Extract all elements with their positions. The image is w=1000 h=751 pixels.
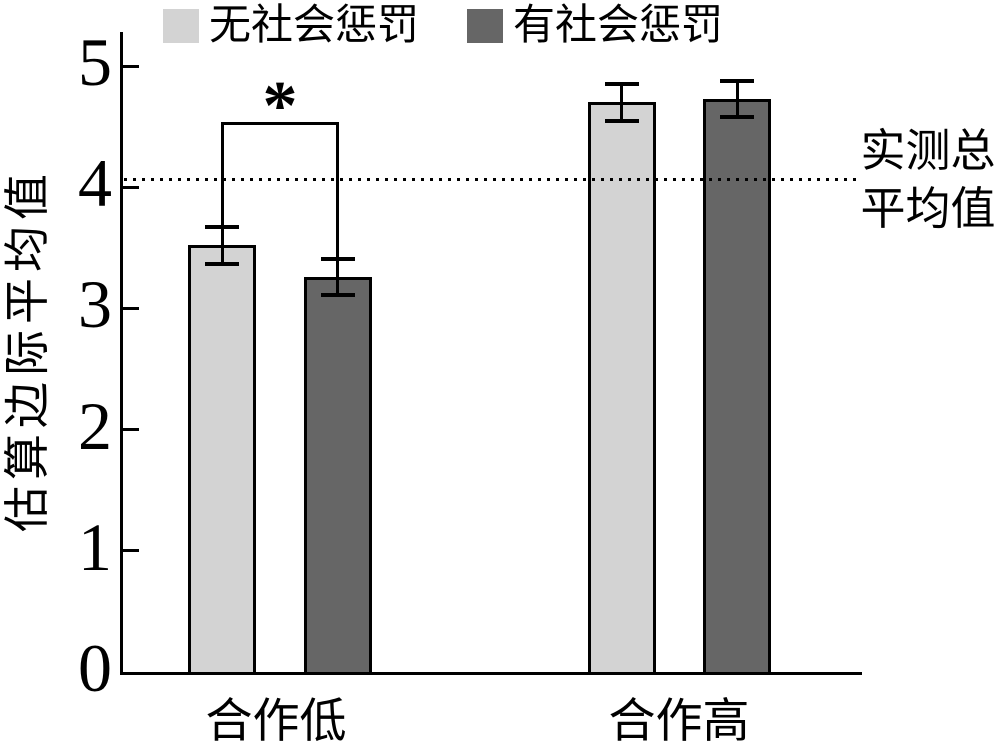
y-tick-label: 0 (78, 630, 112, 706)
legend-label-no-social-punishment: 无社会惩罚 (209, 3, 420, 49)
y-tick (123, 64, 139, 68)
x-category-label-cooperation-high: 合作高 (608, 696, 750, 748)
bar (188, 245, 257, 675)
y-axis-line (120, 32, 123, 675)
y-tick-label: 5 (78, 24, 112, 100)
bar (587, 102, 656, 675)
legend-swatch-dark-icon (467, 9, 503, 43)
legend-swatch-light-icon (163, 9, 199, 43)
bar (703, 98, 772, 675)
error-bar-cap (604, 118, 639, 123)
significance-bracket-left (220, 123, 224, 264)
error-bar-whisker (735, 80, 739, 117)
significance-bracket-right (336, 123, 340, 296)
y-tick (123, 549, 139, 553)
x-category-label-cooperation-low: 合作低 (205, 696, 347, 748)
reference-line-label-line1: 实测总 (860, 126, 996, 176)
legend-item-no-social-punishment: 无社会惩罚 (163, 0, 419, 52)
error-bar-whisker (620, 84, 624, 121)
y-tick-label: 2 (78, 387, 112, 464)
error-bar-cap (320, 293, 355, 298)
significance-bracket-top (220, 121, 340, 125)
y-tick-label: 4 (78, 145, 112, 222)
reference-dotted-line (124, 178, 857, 182)
reference-line-label-line2: 平均值 (860, 184, 996, 234)
error-bar-cap (720, 114, 755, 119)
bar (303, 276, 372, 675)
x-axis-line (120, 672, 862, 675)
y-tick (123, 428, 139, 432)
reference-line-label: 实测总 平均值 (856, 122, 1000, 238)
legend-item-social-punishment: 有社会惩罚 (467, 0, 723, 52)
y-tick (123, 306, 139, 310)
significance-star: * (262, 68, 298, 145)
y-tick (123, 185, 139, 189)
y-tick-label: 1 (78, 508, 112, 585)
y-tick-label: 3 (78, 266, 112, 343)
error-bar-cap (720, 78, 755, 83)
legend-label-social-punishment: 有社会惩罚 (513, 3, 724, 49)
error-bar-cap (205, 261, 240, 266)
error-bar-cap (604, 82, 639, 87)
